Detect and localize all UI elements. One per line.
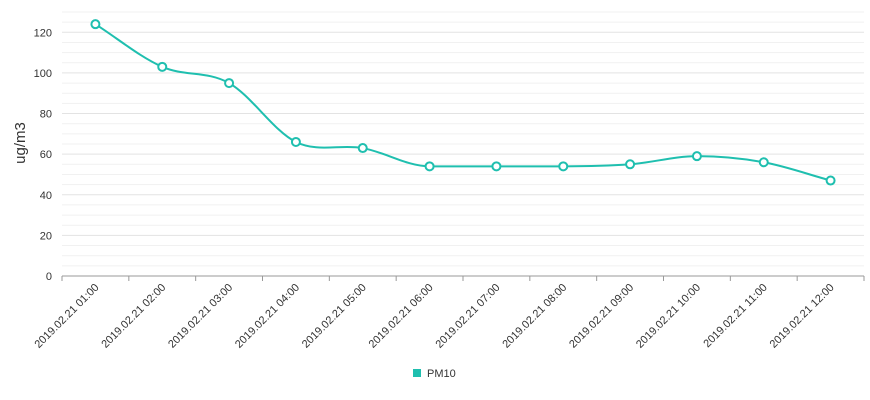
- data-point[interactable]: [491, 161, 502, 172]
- grid-lines: [62, 11, 864, 267]
- data-point[interactable]: [825, 175, 836, 186]
- y-tick-label: 100: [34, 68, 52, 80]
- x-tick-label: 2019.02.21 06:00: [367, 282, 436, 351]
- data-point[interactable]: [357, 143, 368, 154]
- x-tick-label: 2019.02.21 12:00: [768, 282, 837, 351]
- y-tick-label: 20: [40, 230, 52, 242]
- x-tick-label: 2019.02.21 09:00: [567, 282, 636, 351]
- legend-swatch-pm10[interactable]: [413, 369, 421, 377]
- axes: [61, 275, 865, 281]
- data-point[interactable]: [558, 161, 569, 172]
- data-point[interactable]: [625, 159, 636, 170]
- x-tick-label: 2019.02.21 05:00: [300, 282, 369, 351]
- y-axis-title: ug/m3: [12, 122, 29, 164]
- x-tick-label: 2019.02.21 11:00: [701, 282, 769, 350]
- data-point[interactable]: [691, 151, 702, 162]
- x-tick-label: 2019.02.21 03:00: [166, 282, 235, 351]
- x-tick-label: 2019.02.21 04:00: [233, 282, 302, 351]
- data-point[interactable]: [758, 157, 769, 168]
- series-line-pm10: [94, 23, 831, 182]
- x-tick-label: 2019.02.21 02:00: [99, 282, 168, 351]
- x-tick-label: 2019.02.21 10:00: [634, 282, 703, 351]
- y-tick-label: 60: [40, 149, 52, 161]
- legend[interactable]: PM10: [413, 368, 456, 380]
- data-point[interactable]: [290, 136, 301, 147]
- data-point[interactable]: [424, 161, 435, 172]
- data-point[interactable]: [224, 78, 235, 89]
- y-tick-label: 0: [46, 271, 52, 283]
- legend-label-pm10[interactable]: PM10: [427, 368, 456, 380]
- data-point[interactable]: [157, 61, 168, 72]
- x-tick-label: 2019.02.21 01:00: [32, 282, 101, 351]
- y-tick-label: 40: [40, 190, 52, 202]
- x-tick-label: 2019.02.21 07:00: [433, 282, 502, 351]
- x-tick-label: 2019.02.21 08:00: [500, 282, 569, 351]
- series-pm10: [90, 19, 836, 186]
- data-point[interactable]: [90, 19, 101, 30]
- y-tick-label: 80: [40, 109, 52, 121]
- y-tick-labels: 0 20 40 60 80 100 120: [34, 27, 52, 283]
- y-tick-label: 120: [34, 27, 52, 39]
